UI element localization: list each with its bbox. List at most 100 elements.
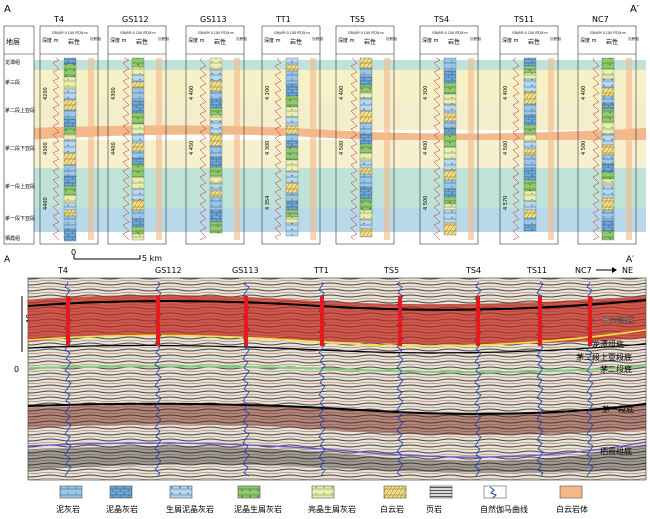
well-frame xyxy=(335,25,395,245)
band-mao1-upper xyxy=(28,168,646,208)
lithology-bed xyxy=(443,179,457,190)
lithology-bed xyxy=(359,198,373,211)
dolomite-marker xyxy=(538,296,542,346)
lithology-bed xyxy=(209,80,223,92)
gamma-curve xyxy=(592,57,600,241)
lithology-bed xyxy=(209,190,223,198)
legend-label: 生屑泥晶灰岩 xyxy=(166,504,214,514)
band-mao3 xyxy=(28,70,646,100)
lithology-bed xyxy=(601,163,615,173)
lithology-bed xyxy=(523,217,537,226)
lithology-bed xyxy=(443,120,457,129)
dolomite-marker xyxy=(244,296,248,346)
lithology-bed xyxy=(63,76,77,90)
facies-header: 沉积相 xyxy=(386,36,397,41)
curve-header: GR/API 0 100 RT/Ω·m xyxy=(198,31,234,35)
gamma-curve xyxy=(433,57,441,241)
scale-zero: 0 xyxy=(71,248,76,257)
seismic-well-label: TS5 xyxy=(383,266,399,275)
well-name: TS4 xyxy=(433,15,449,24)
micrite-pattern-icon xyxy=(109,485,133,499)
lithology-bed xyxy=(285,140,299,148)
lithology-header: 岩性 xyxy=(448,38,460,46)
shale-pattern-icon xyxy=(429,485,453,499)
lithology-header: 岩性 xyxy=(136,38,148,46)
facies-strip xyxy=(548,58,554,240)
depth-label: 4400 xyxy=(43,197,49,210)
well-frame xyxy=(499,25,559,245)
lithology-bed xyxy=(523,114,537,126)
lithology-bed xyxy=(601,78,615,89)
well-column: NC7 深度 m GR/API 0 100 RT/Ω·m 岩性 沉积相 4 400 4 50… xyxy=(577,15,639,245)
seismic-start-label: A xyxy=(4,255,11,265)
gamma-curve-icon xyxy=(483,485,507,499)
lithology-bed xyxy=(285,83,299,97)
lithology-bed xyxy=(209,57,223,71)
lithology-header: 岩性 xyxy=(68,38,80,46)
horizon-label: 龙潭组底 xyxy=(592,339,624,349)
horizon-label: 茅二段上亚段底 xyxy=(576,352,632,362)
lithology-bed xyxy=(523,141,537,150)
seismic-well-label: TT1 xyxy=(313,266,329,275)
facies-strip xyxy=(626,58,632,240)
lithology-bed xyxy=(131,123,145,135)
lithology-bed xyxy=(523,57,537,67)
legend-item: 生屑泥晶灰岩 xyxy=(166,485,214,514)
lithology-bed xyxy=(285,192,299,203)
legend-item: 泥晶生屑灰岩 xyxy=(234,485,282,514)
stratum-label: 栖霞组 xyxy=(5,235,20,242)
horizon-label: 茅一段底 xyxy=(602,404,634,414)
facies-strip xyxy=(88,58,94,240)
lithology-bed xyxy=(601,133,615,146)
lithology-bed xyxy=(443,203,457,211)
horizon-mao2-base xyxy=(27,365,647,374)
facies-header: 沉积相 xyxy=(90,36,101,41)
lithology-bed xyxy=(63,152,77,166)
lithology-bed xyxy=(285,201,299,211)
lithology-bed xyxy=(601,144,615,156)
lithology-bed xyxy=(63,175,77,187)
lithology-bed xyxy=(131,157,145,165)
scale-distance: 5 km xyxy=(142,254,162,263)
well-column: T4 深度 m GR/API 0 100 RT/Ω·m 岩性 沉积相 4200 4300 44… xyxy=(39,15,101,245)
lithology-bed xyxy=(359,76,373,86)
stratum-label: 茅一段下亚段 xyxy=(5,215,35,222)
lithology-bed xyxy=(523,224,537,232)
seismic-well-label: T4 xyxy=(57,266,68,275)
lithology-bed xyxy=(63,139,77,154)
facies-header: 沉积相 xyxy=(470,36,481,41)
lithology-bed xyxy=(443,70,457,84)
well-name: NC7 xyxy=(592,15,609,24)
lithology-bed xyxy=(63,194,77,204)
lithology-bed xyxy=(209,69,223,82)
well-name: GS112 xyxy=(122,15,149,24)
legend-label: 白云岩体 xyxy=(556,504,588,514)
lithology-bed xyxy=(359,57,373,69)
distance-scale-bar: 0 5 km xyxy=(71,248,162,263)
depth-label: 4 500 xyxy=(423,196,429,210)
lithology-bed xyxy=(523,179,537,192)
lithology-bed xyxy=(131,74,145,83)
depth-header: 深度 m xyxy=(502,37,519,44)
lithology-bed xyxy=(285,216,299,224)
lithology-bed xyxy=(131,199,145,211)
lithology-bed xyxy=(523,209,537,219)
lithology-bed xyxy=(601,87,615,97)
well-column: GS112 深度 m GR/API 0 100 RT/Ω·m 岩性 沉积相 4300 440… xyxy=(107,15,169,245)
seismic-well-labels: T4 GS112 GS113 TT1 TS5 TS4 TS11 NC7 NE xyxy=(57,266,633,275)
lithology-bed xyxy=(63,88,77,101)
well-frame xyxy=(185,25,245,245)
seismic-well-label: TS11 xyxy=(526,266,547,275)
horizon-label: 茅二段底 xyxy=(600,364,632,374)
lithology-bed xyxy=(523,167,537,181)
lithology-bed xyxy=(359,167,373,175)
lithology-bed xyxy=(63,57,77,65)
legend-label: 泥灰岩 xyxy=(56,504,80,514)
legend-item: 泥晶灰岩 xyxy=(106,485,138,514)
lithology-bed xyxy=(131,112,145,125)
lithology-bed xyxy=(285,159,299,173)
marl-pattern-icon xyxy=(59,485,83,499)
lithology-bed xyxy=(131,218,145,228)
well-frame xyxy=(261,25,321,245)
lithology-bed xyxy=(209,183,223,192)
